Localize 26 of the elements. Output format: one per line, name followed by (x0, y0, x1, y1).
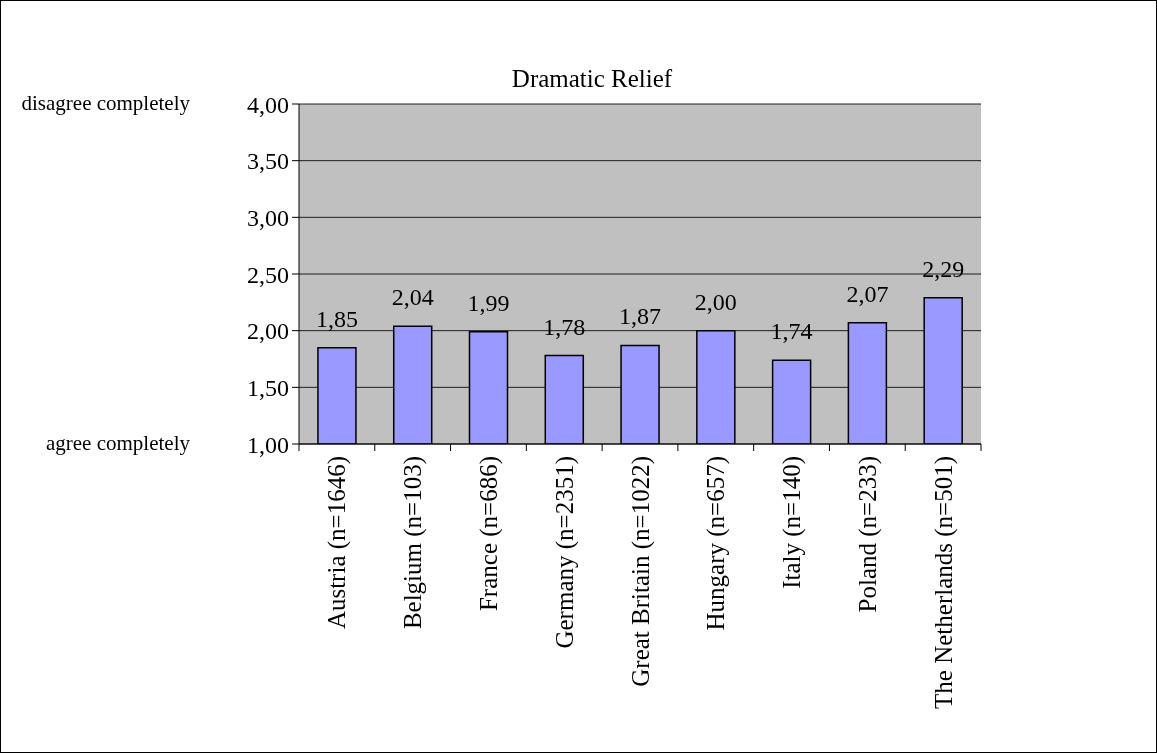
text: agree completely (45, 430, 190, 456)
y-tick-label: 1,00 (247, 431, 289, 458)
x-tick-label: France (n=686) (474, 456, 503, 612)
data-label: 1,99 (467, 289, 510, 316)
x-tick-label: Great Britain (n=1022) (626, 456, 655, 687)
data-label: 2,00 (694, 288, 737, 315)
text: disagree completely (21, 90, 190, 116)
y-tick-label: 1,50 (247, 374, 289, 401)
x-tick-label: Hungary (n=657) (702, 456, 731, 631)
x-tick-label: Poland (n=233) (853, 456, 882, 613)
data-label: 2,29 (922, 255, 965, 282)
x-tick-label: Austria (n=1646) (323, 456, 352, 630)
y-tick-label: 3,00 (247, 204, 289, 231)
y-tick-label: 4,00 (247, 91, 289, 118)
data-label: 2,04 (391, 284, 434, 311)
y-tick-label: 2,50 (247, 261, 289, 288)
data-label: 2,07 (846, 280, 889, 307)
y-tick-label: 3,50 (247, 148, 289, 175)
x-tick-label: The Netherlands (n=501) (929, 456, 958, 709)
y-tick-label: 2,00 (247, 318, 289, 345)
x-tick-label: Italy (n=140) (778, 456, 807, 589)
x-tick-label: Germany (n=2351) (550, 456, 579, 649)
x-tick-label: Belgium (n=103) (399, 456, 428, 630)
chart-title: Dramatic Relief (510, 64, 674, 94)
data-label: 1,85 (315, 305, 358, 332)
data-label: 1,87 (619, 303, 662, 330)
